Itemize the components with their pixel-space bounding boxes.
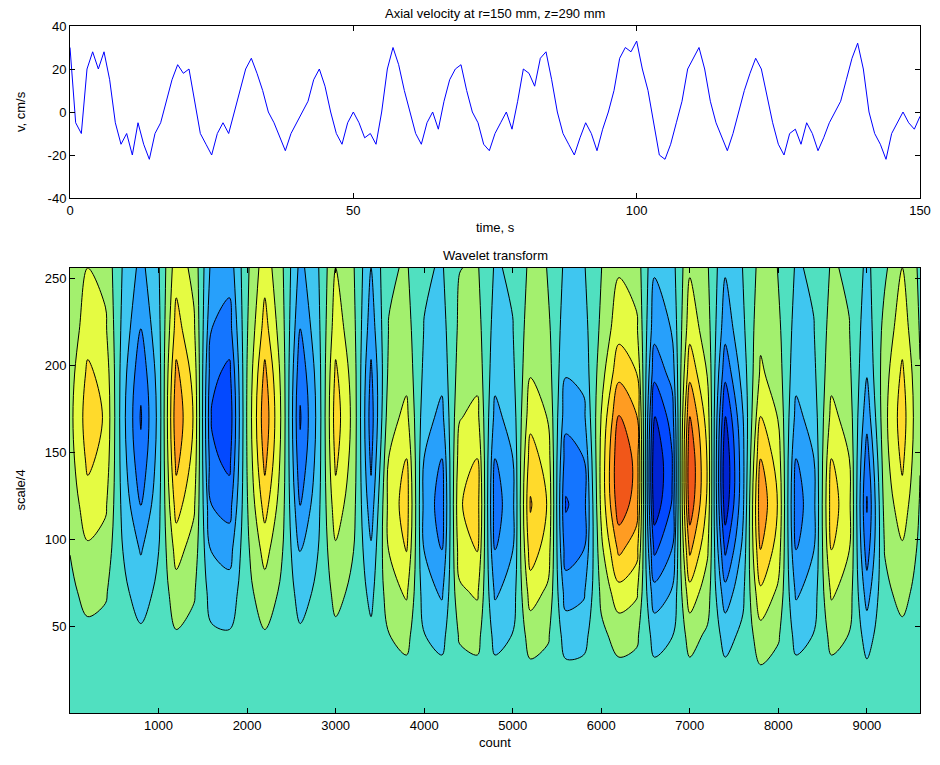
svg-text:7000: 7000	[675, 718, 704, 733]
svg-text:Axial velocity at r=150 mm, z=: Axial velocity at r=150 mm, z=290 mm	[385, 6, 605, 21]
svg-text:50: 50	[52, 619, 66, 634]
svg-text:4000: 4000	[410, 718, 439, 733]
svg-text:200: 200	[45, 358, 67, 373]
svg-text:2000: 2000	[233, 718, 262, 733]
svg-text:-40: -40	[48, 191, 67, 206]
svg-text:v, cm/s: v, cm/s	[13, 91, 28, 132]
svg-text:150: 150	[909, 203, 931, 218]
svg-text:50: 50	[346, 203, 360, 218]
svg-text:250: 250	[45, 271, 67, 286]
svg-text:100: 100	[45, 532, 67, 547]
svg-text:time, s: time, s	[476, 220, 515, 235]
svg-text:5000: 5000	[498, 718, 527, 733]
svg-text:1000: 1000	[144, 718, 173, 733]
svg-text:count: count	[479, 735, 511, 750]
svg-text:0: 0	[66, 203, 73, 218]
svg-text:150: 150	[45, 445, 67, 460]
svg-text:9000: 9000	[852, 718, 881, 733]
svg-text:100: 100	[626, 203, 648, 218]
svg-text:0: 0	[59, 105, 66, 120]
svg-text:20: 20	[52, 62, 66, 77]
svg-text:40: 40	[52, 19, 66, 34]
svg-text:8000: 8000	[764, 718, 793, 733]
svg-text:3000: 3000	[321, 718, 350, 733]
svg-text:scale/4: scale/4	[13, 469, 28, 510]
svg-text:6000: 6000	[587, 718, 616, 733]
svg-text:Wavelet transform: Wavelet transform	[443, 248, 548, 263]
svg-text:-20: -20	[48, 148, 67, 163]
